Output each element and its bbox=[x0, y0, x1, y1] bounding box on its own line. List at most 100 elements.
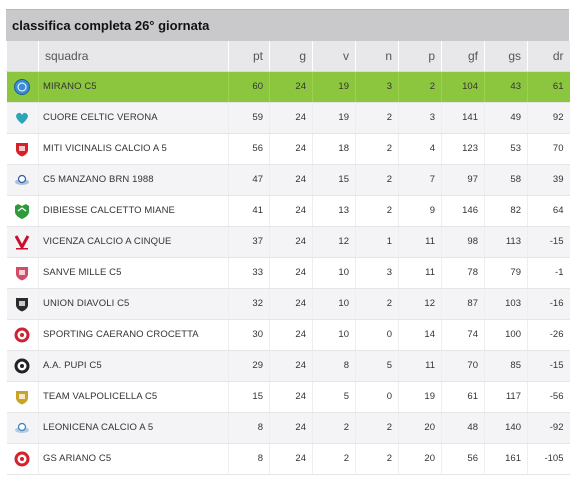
cell-gs: 161 bbox=[484, 443, 528, 475]
team-name[interactable]: VICENZA CALCIO A CINQUE bbox=[38, 226, 229, 258]
table-body: MIRANO C5 60 24 19 3 2 104 43 61 CUORE CELTIC VER… bbox=[6, 71, 570, 475]
team-name[interactable]: SANVE MILLE C5 bbox=[38, 257, 229, 289]
cell-gs: 82 bbox=[484, 195, 528, 227]
header-squadra: squadra bbox=[38, 41, 229, 72]
table-row[interactable]: SANVE MILLE C5 33 24 10 3 11 78 79 -1 bbox=[6, 257, 570, 289]
team-logo-cell bbox=[6, 319, 39, 351]
table-row[interactable]: DIBIESSE CALCETTO MIANE 41 24 13 2 9 146 82 64 bbox=[6, 195, 570, 227]
cell-n: 5 bbox=[355, 350, 399, 382]
cell-g: 24 bbox=[269, 381, 313, 413]
cell-g: 24 bbox=[269, 288, 313, 320]
cell-p: 11 bbox=[398, 257, 442, 289]
header-dr: dr bbox=[527, 41, 570, 72]
cell-gf: 78 bbox=[441, 257, 485, 289]
cell-p: 19 bbox=[398, 381, 442, 413]
cell-gs: 58 bbox=[484, 164, 528, 196]
table-row[interactable]: C5 MANZANO BRN 1988 47 24 15 2 7 97 58 39 bbox=[6, 164, 570, 196]
team-logo-cell bbox=[6, 71, 39, 103]
cell-gf: 61 bbox=[441, 381, 485, 413]
standings-panel: classifica completa 26° giornata squadra… bbox=[6, 9, 570, 475]
table-row[interactable]: GS ARIANO C5 8 24 2 2 20 56 161 -105 bbox=[6, 443, 570, 475]
team-name[interactable]: CUORE CELTIC VERONA bbox=[38, 102, 229, 134]
team-name[interactable]: C5 MANZANO BRN 1988 bbox=[38, 164, 229, 196]
cell-gf: 141 bbox=[441, 102, 485, 134]
cell-v: 10 bbox=[312, 288, 356, 320]
table-row[interactable]: VICENZA CALCIO A CINQUE 37 24 12 1 11 98 113 -15 bbox=[6, 226, 570, 258]
cell-pt: 29 bbox=[228, 350, 270, 382]
cell-n: 1 bbox=[355, 226, 399, 258]
cell-v: 10 bbox=[312, 257, 356, 289]
table-row[interactable]: MIRANO C5 60 24 19 3 2 104 43 61 bbox=[6, 71, 570, 103]
cell-dr: 70 bbox=[527, 133, 570, 165]
round-logo-icon bbox=[14, 327, 30, 342]
team-name[interactable]: TEAM VALPOLICELLA C5 bbox=[38, 381, 229, 413]
cell-pt: 30 bbox=[228, 319, 270, 351]
standings-title: classifica completa 26° giornata bbox=[6, 9, 569, 41]
cell-gf: 56 bbox=[441, 443, 485, 475]
cell-g: 24 bbox=[269, 71, 313, 103]
table-row[interactable]: SPORTING CAERANO CROCETTA 30 24 10 0 14 74 100-… bbox=[6, 319, 570, 351]
cell-n: 2 bbox=[355, 133, 399, 165]
table-row[interactable]: UNION DIAVOLI C5 32 24 10 2 12 87 103 -16 bbox=[6, 288, 570, 320]
cell-dr: -15 bbox=[527, 226, 570, 258]
shield-logo-icon bbox=[16, 390, 29, 404]
team-name[interactable]: GS ARIANO C5 bbox=[38, 443, 229, 475]
cell-n: 3 bbox=[355, 71, 399, 103]
table-row[interactable]: MITI VICINALIS CALCIO A 5 56 24 18 2 4 123 53 70 bbox=[6, 133, 570, 165]
cell-p: 20 bbox=[398, 412, 442, 444]
cell-gs: 79 bbox=[484, 257, 528, 289]
cell-gs: 85 bbox=[484, 350, 528, 382]
cell-dr: -15 bbox=[527, 350, 570, 382]
team-name[interactable]: LEONICENA CALCIO A 5 bbox=[38, 412, 229, 444]
cell-g: 24 bbox=[269, 133, 313, 165]
cell-dr: -56 bbox=[527, 381, 570, 413]
crest-logo-icon bbox=[15, 203, 30, 219]
cell-dr: -26 bbox=[527, 319, 570, 351]
team-name[interactable]: UNION DIAVOLI C5 bbox=[38, 288, 229, 320]
cell-n: 2 bbox=[355, 443, 399, 475]
mirano-logo-icon bbox=[14, 78, 31, 95]
cell-g: 24 bbox=[269, 350, 313, 382]
cell-p: 2 bbox=[398, 71, 442, 103]
cell-g: 24 bbox=[269, 195, 313, 227]
cell-v: 19 bbox=[312, 71, 356, 103]
header-v: v bbox=[312, 41, 356, 72]
table-row[interactable]: CUORE CELTIC VERONA 59 24 19 2 3 141 49 92 bbox=[6, 102, 570, 134]
cell-dr: -105 bbox=[527, 443, 570, 475]
cell-n: 2 bbox=[355, 288, 399, 320]
cell-g: 24 bbox=[269, 164, 313, 196]
team-name[interactable]: DIBIESSE CALCETTO MIANE bbox=[38, 195, 229, 227]
cell-n: 0 bbox=[355, 319, 399, 351]
team-name[interactable]: MIRANO C5 bbox=[38, 71, 229, 103]
team-logo-cell bbox=[6, 288, 39, 320]
cell-gf: 70 bbox=[441, 350, 485, 382]
cell-gs: 117 bbox=[484, 381, 528, 413]
team-logo-cell bbox=[6, 133, 39, 165]
cell-g: 24 bbox=[269, 412, 313, 444]
cell-gf: 87 bbox=[441, 288, 485, 320]
team-logo-cell bbox=[6, 381, 39, 413]
cell-gs: 100 bbox=[484, 319, 528, 351]
cell-pt: 37 bbox=[228, 226, 270, 258]
cell-p: 11 bbox=[398, 226, 442, 258]
cell-n: 3 bbox=[355, 257, 399, 289]
cell-g: 24 bbox=[269, 319, 313, 351]
cell-p: 12 bbox=[398, 288, 442, 320]
cell-dr: 39 bbox=[527, 164, 570, 196]
table-row[interactable]: TEAM VALPOLICELLA C5 15 24 5 0 19 61 117 -56 bbox=[6, 381, 570, 413]
cell-v: 2 bbox=[312, 443, 356, 475]
cell-gf: 98 bbox=[441, 226, 485, 258]
ball-logo-icon bbox=[15, 422, 30, 433]
header-n: n bbox=[355, 41, 399, 72]
cell-pt: 60 bbox=[228, 71, 270, 103]
cell-g: 24 bbox=[269, 102, 313, 134]
table-row[interactable]: LEONICENA CALCIO A 5 8 24 2 2 20 48 140 -92 bbox=[6, 412, 570, 444]
cell-n: 2 bbox=[355, 164, 399, 196]
cell-gf: 146 bbox=[441, 195, 485, 227]
cell-gf: 123 bbox=[441, 133, 485, 165]
team-name[interactable]: SPORTING CAERANO CROCETTA bbox=[38, 319, 229, 351]
table-row[interactable]: A.A. PUPI C5 29 24 8 5 11 70 85 -15 bbox=[6, 350, 570, 382]
team-name[interactable]: A.A. PUPI C5 bbox=[38, 350, 229, 382]
team-name[interactable]: MITI VICINALIS CALCIO A 5 bbox=[38, 133, 229, 165]
shield-logo-icon bbox=[16, 297, 29, 311]
